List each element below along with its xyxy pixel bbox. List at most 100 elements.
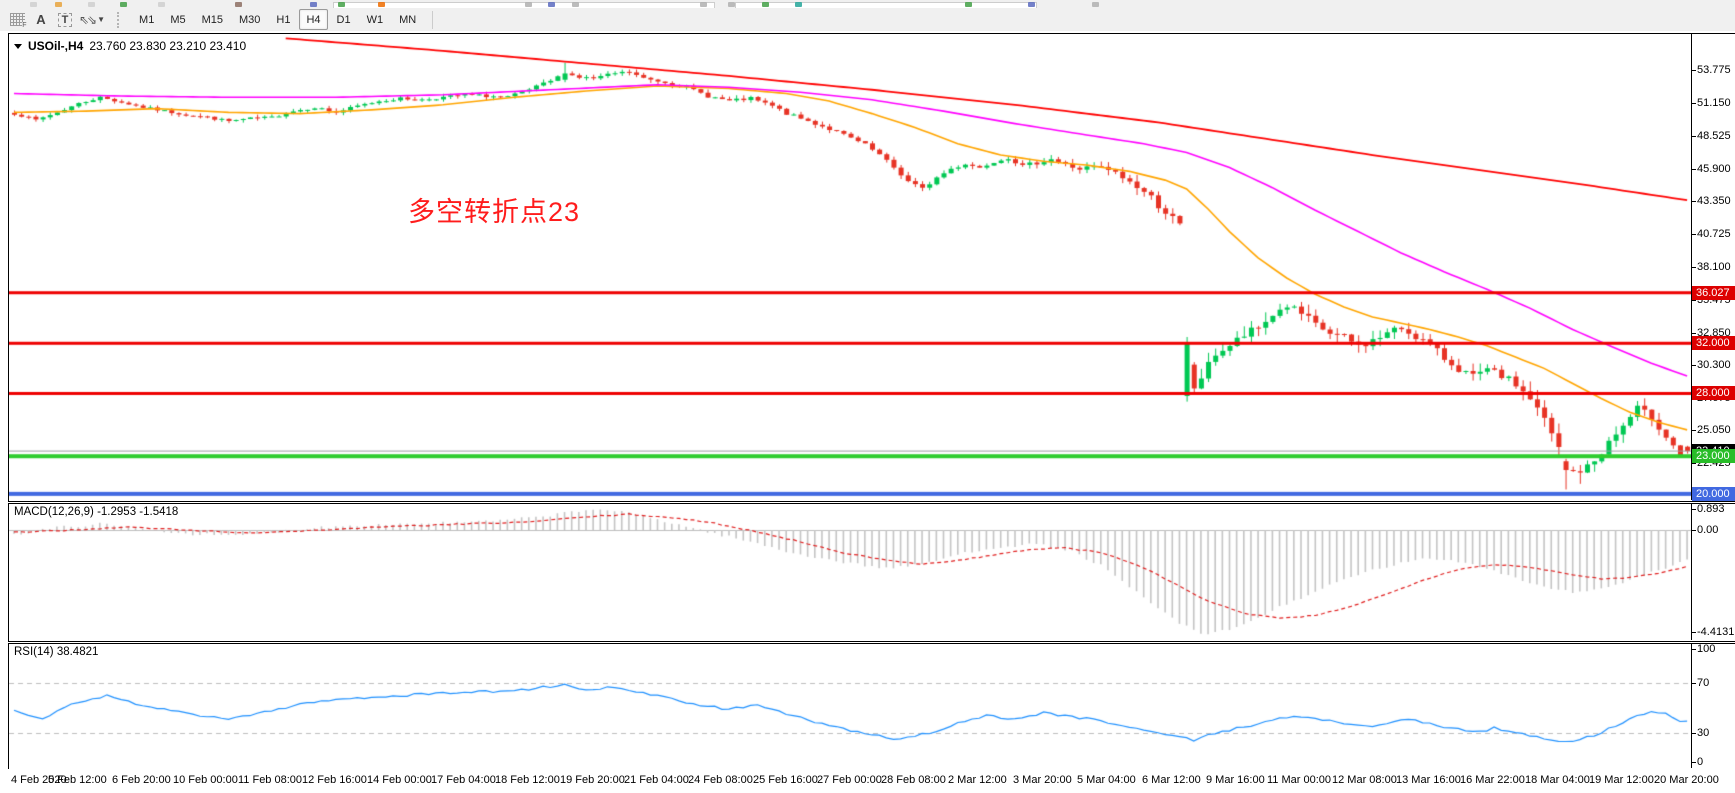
price-line-badge: 36.027 — [1692, 286, 1735, 300]
toolbar: F A T ⇖⇘ ▼ M1 M5 M15 M30 H1 H4 D1 W1 MN — [0, 8, 1735, 31]
price-line-badge: 20.000 — [1692, 487, 1735, 501]
toolbar-icon-fragment — [572, 2, 579, 7]
price-axis-label: 38.100 — [1697, 261, 1731, 273]
toolbar-icon-fragment — [700, 2, 707, 7]
time-axis-label: 25 Feb 16:00 — [753, 774, 818, 786]
timeframe-button-m15[interactable]: M15 — [201, 13, 223, 26]
price-axis-label: 53.775 — [1697, 64, 1731, 76]
toolbar-icon-fragment — [310, 2, 317, 7]
toolbar-icon-fragment — [728, 2, 735, 7]
price-line-badge: 23.000 — [1692, 449, 1735, 463]
time-axis-label: 5 Feb 12:00 — [48, 774, 107, 786]
toolbar-icon-fragment — [762, 2, 769, 7]
arrows-tool-icon[interactable]: ⇖⇘ ▼ — [79, 12, 106, 27]
chart-title: USOil-,H4 23.760 23.830 23.210 23.410 — [14, 39, 246, 53]
time-axis-label: 20 Mar 20:00 — [1654, 774, 1719, 786]
price-axis-tick — [1691, 365, 1696, 366]
rsi-indicator-canvas[interactable] — [9, 644, 1691, 767]
toolbar-separator — [432, 10, 434, 29]
price-axis-tick — [1691, 267, 1696, 268]
macd-axis-label: 0.00 — [1697, 524, 1719, 536]
chart-ohlc-values: 23.760 23.830 23.210 23.410 — [89, 39, 247, 53]
time-axis[interactable]: 4 Feb 2020 5 Feb 12:00 6 Feb 20:00 10 Feb 0… — [8, 769, 1735, 793]
symbol-dropdown-icon[interactable] — [14, 43, 22, 49]
price-axis-tick — [1691, 201, 1696, 202]
price-axis-tick — [1691, 300, 1696, 301]
candlestick-chart-canvas[interactable] — [9, 34, 1691, 499]
timeframe-button-h1[interactable]: H1 — [276, 13, 291, 26]
dotted-grid-icon[interactable]: F — [6, 9, 28, 30]
rsi-axis-tick — [1691, 683, 1696, 684]
toolbar-icon-fragment — [965, 2, 972, 7]
macd-axis-tick — [1691, 509, 1696, 510]
time-axis-label: 5 Mar 04:00 — [1077, 774, 1136, 786]
price-axis-label: 51.150 — [1697, 97, 1731, 109]
timeframe-button-h4[interactable]: H4 — [299, 9, 328, 30]
price-axis-label: 30.300 — [1697, 359, 1731, 371]
timeframe-button-w1[interactable]: W1 — [366, 13, 384, 26]
toolbar-icon-fragment — [1092, 2, 1099, 7]
macd-indicator-canvas[interactable] — [9, 504, 1691, 639]
price-axis-tick — [1691, 103, 1696, 104]
rsi-axis-tick — [1691, 649, 1696, 650]
toolbar-icon-fragment — [120, 2, 127, 7]
macd-axis-tick — [1691, 530, 1696, 531]
toolbar-icon-fragment — [548, 2, 555, 7]
price-axis-label: 45.900 — [1697, 163, 1731, 175]
price-axis-tick — [1691, 234, 1696, 235]
toolbar-icon-fragment — [795, 2, 802, 7]
time-axis-label: 10 Feb 00:00 — [173, 774, 238, 786]
chevron-down-icon[interactable]: ▼ — [97, 15, 106, 24]
time-axis-label: 13 Mar 16:00 — [1396, 774, 1461, 786]
time-axis-label: 9 Mar 16:00 — [1206, 774, 1265, 786]
timeframe-button-m5[interactable]: M5 — [170, 13, 186, 26]
time-axis-label: 4 Feb 2020 — [11, 774, 67, 786]
price-axis-tick — [1691, 169, 1696, 170]
rsi-axis-tick — [1691, 762, 1696, 763]
plot-right-border — [1691, 643, 1692, 768]
time-axis-label: 12 Feb 16:00 — [302, 774, 367, 786]
time-axis-label: 17 Feb 04:00 — [431, 774, 496, 786]
plot-right-border — [1691, 33, 1692, 500]
price-axis-tick — [1691, 463, 1696, 464]
toolbar-icon-fragment — [30, 2, 37, 7]
toolbar-icon-fragment — [158, 2, 165, 7]
time-axis-label: 11 Mar 00:00 — [1267, 774, 1332, 786]
time-axis-label: 3 Mar 20:00 — [1013, 774, 1072, 786]
toolbar-field-fragment — [735, 2, 1037, 8]
time-axis-label: 28 Feb 08:00 — [881, 774, 946, 786]
price-axis-tick — [1691, 430, 1696, 431]
timeframe-button-mn[interactable]: MN — [399, 13, 417, 26]
chart-symbol-period: USOil-,H4 — [28, 39, 84, 53]
price-axis-tick — [1691, 333, 1696, 334]
time-axis-label: 6 Mar 12:00 — [1142, 774, 1201, 786]
rsi-label: RSI(14) 38.4821 — [14, 646, 99, 658]
text-label-icon[interactable]: A — [36, 12, 46, 27]
time-axis-label: 11 Feb 08:00 — [238, 774, 303, 786]
rsi-axis-label: 70 — [1697, 677, 1710, 689]
toolbar-drag-handle[interactable] — [117, 11, 125, 28]
toolbar-icon-fragment — [235, 2, 242, 7]
text-box-icon[interactable]: T — [54, 9, 76, 30]
time-axis-label: 27 Feb 00:00 — [817, 774, 882, 786]
macd-axis-tick — [1691, 632, 1696, 633]
toolbar-icon-fragment — [55, 2, 62, 7]
rsi-axis-tick — [1691, 733, 1696, 734]
macd-axis-label: -4.4131 — [1697, 626, 1735, 638]
rsi-axis-label: 100 — [1697, 643, 1716, 655]
time-axis-label: 24 Feb 08:00 — [688, 774, 753, 786]
chart-annotation-text[interactable]: 多空转折点23 — [408, 197, 581, 227]
price-axis-label: 43.350 — [1697, 195, 1731, 207]
time-axis-label: 2 Mar 12:00 — [948, 774, 1007, 786]
time-axis-label: 12 Mar 08:00 — [1332, 774, 1397, 786]
toolbar-icon-fragment — [338, 2, 345, 7]
timeframe-button-d1[interactable]: D1 — [336, 13, 351, 26]
timeframe-button-m1[interactable]: M1 — [139, 13, 155, 26]
time-axis-label: 21 Feb 04:00 — [624, 774, 689, 786]
price-line-badge: 32.000 — [1692, 336, 1735, 350]
timeframe-button-m30[interactable]: M30 — [239, 13, 261, 26]
toolbar-icon-fragment — [525, 2, 532, 7]
time-axis-label: 18 Feb 12:00 — [495, 774, 560, 786]
rsi-axis-label: 0 — [1697, 756, 1704, 768]
